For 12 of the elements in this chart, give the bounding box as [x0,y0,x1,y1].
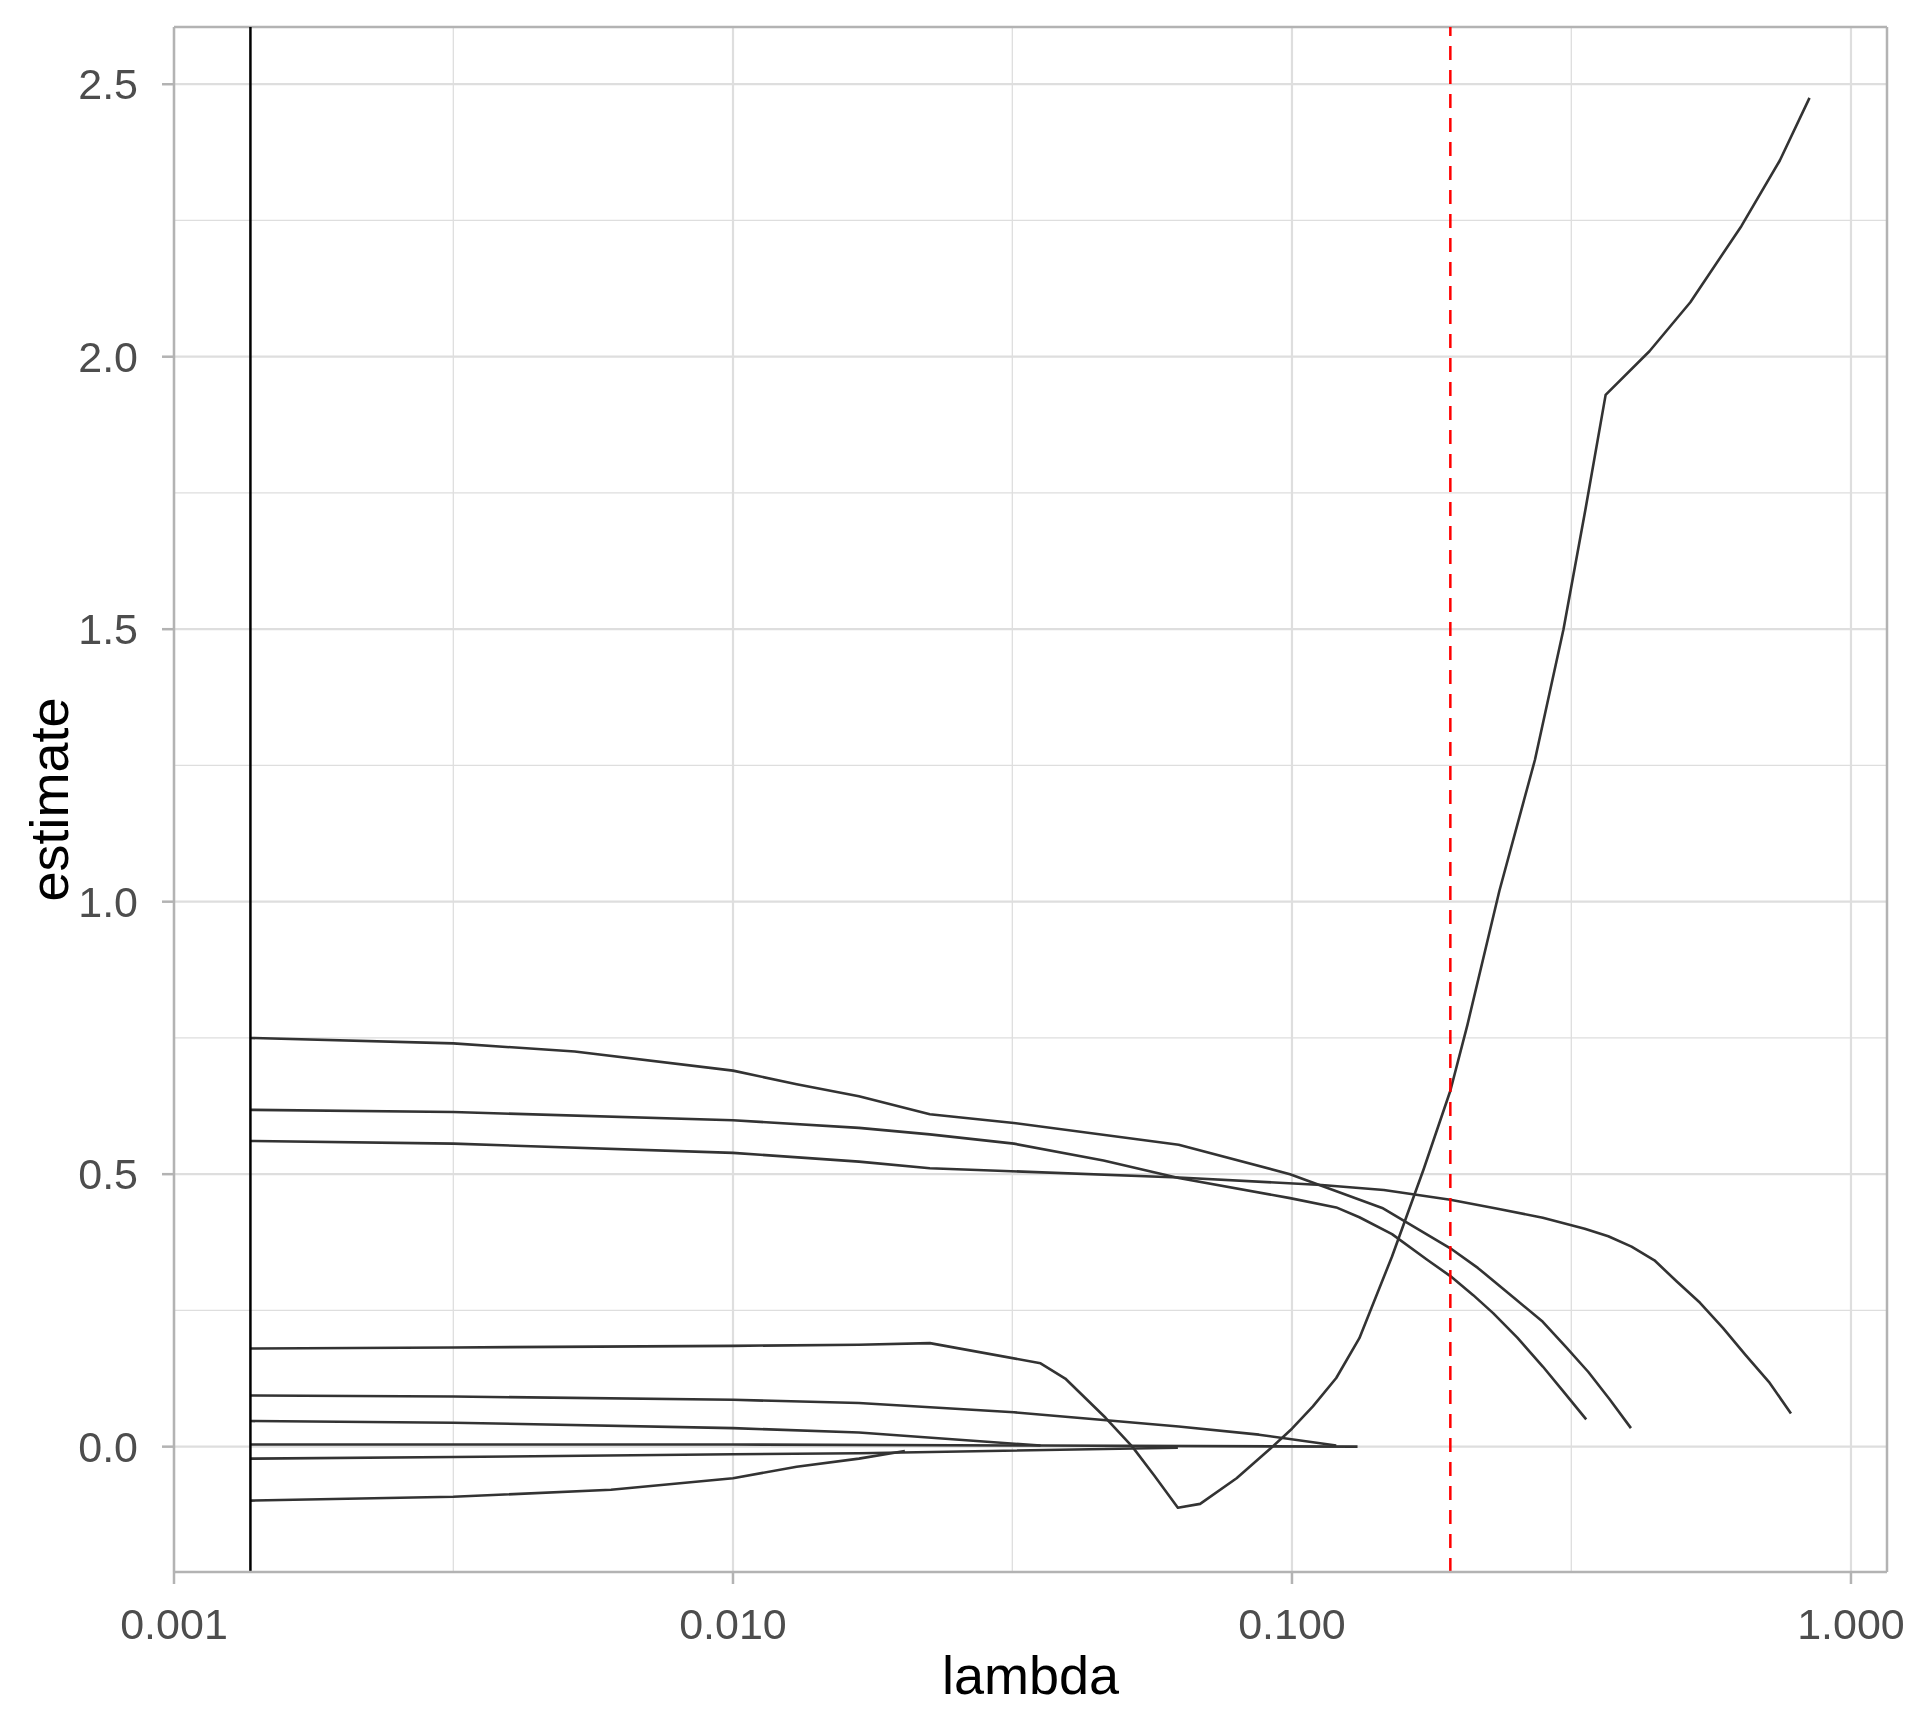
y-tick-label: 0.5 [78,1150,138,1199]
x-tick-label: 1.000 [1797,1600,1905,1649]
y-tick-label: 0.0 [78,1422,138,1471]
y-tick-label: 2.5 [78,60,138,109]
x-axis-title: lambda [941,1644,1121,1705]
y-tick-label: 1.5 [78,605,138,654]
x-tick-label: 0.100 [1238,1600,1346,1649]
x-tick-label: 0.001 [120,1600,228,1649]
x-tick-label: 0.010 [679,1600,787,1649]
y-tick-label: 2.0 [78,332,138,381]
y-axis-title: estimate [18,697,79,902]
y-tick-label: 1.0 [78,877,138,926]
